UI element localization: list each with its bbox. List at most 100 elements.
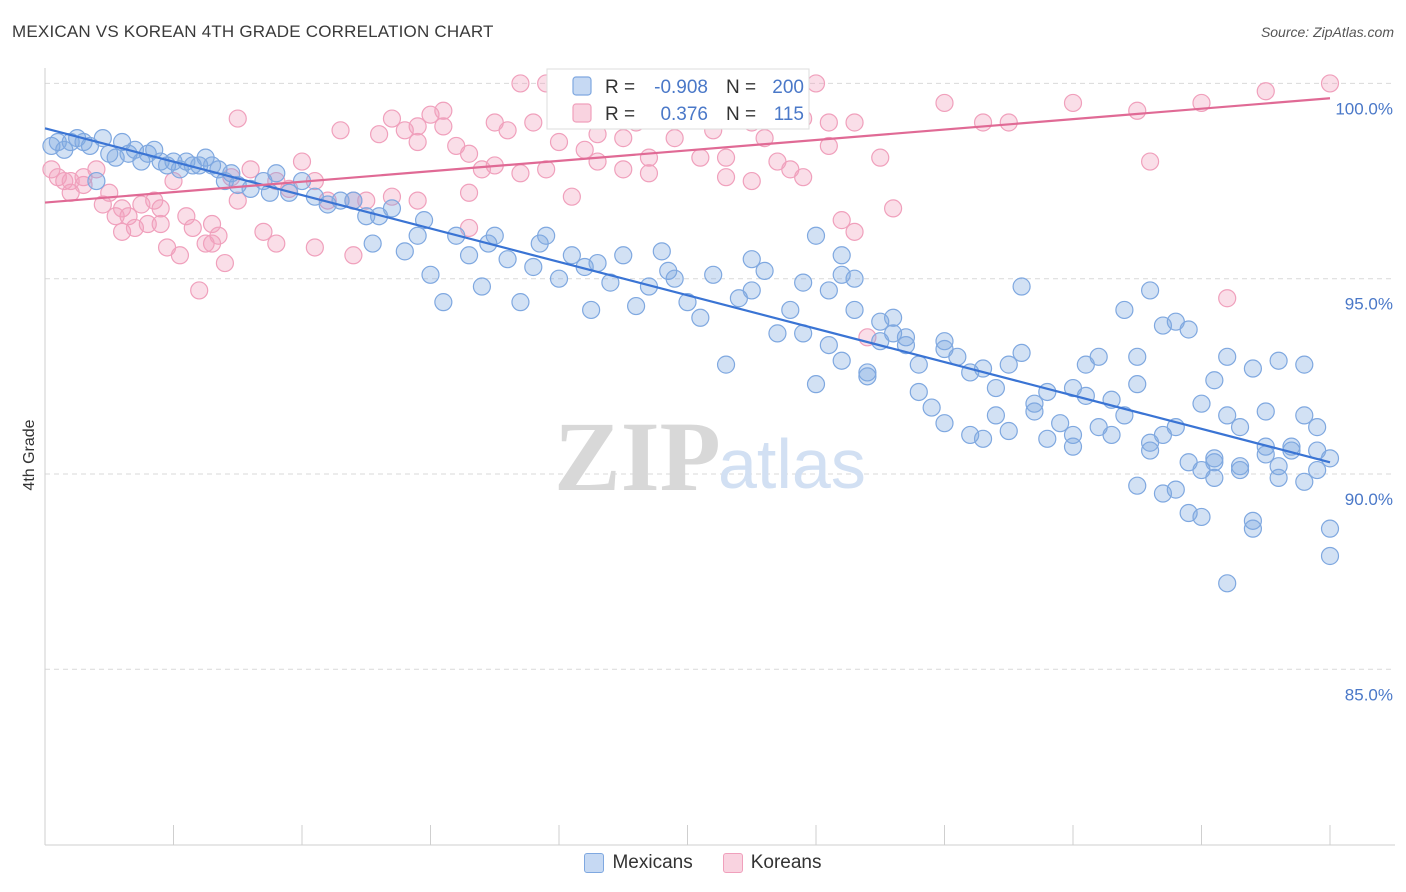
mexican-point xyxy=(909,382,928,402)
mexican-point xyxy=(1025,402,1044,421)
korean-point xyxy=(819,136,838,156)
korean-point xyxy=(202,214,222,234)
mexican-point xyxy=(896,335,916,355)
watermark-atlas: atlas xyxy=(718,425,866,503)
series-koreans xyxy=(42,74,1340,347)
korean-point xyxy=(498,121,517,140)
korean-point xyxy=(1140,152,1160,171)
mexican-point xyxy=(1269,351,1288,370)
korean-point xyxy=(755,129,774,148)
mexican-point xyxy=(1295,406,1314,425)
mexican-point xyxy=(742,250,761,269)
mexican-point xyxy=(1115,300,1134,320)
korean-point xyxy=(691,148,710,167)
mexican-point xyxy=(845,300,864,320)
mexican-point xyxy=(704,265,723,284)
korean-point xyxy=(1192,93,1211,113)
mexican-point xyxy=(678,293,697,312)
korean-point xyxy=(408,117,427,136)
mexican-point xyxy=(1243,519,1263,538)
bottom-legend: Mexicans Koreans xyxy=(0,852,1406,874)
korean-point xyxy=(973,113,993,132)
korean-point xyxy=(999,113,1018,132)
mexican-point xyxy=(1205,468,1224,487)
mexican-point xyxy=(794,273,813,292)
korean-point xyxy=(845,113,864,132)
mexican-point xyxy=(691,308,710,327)
korean-point xyxy=(215,253,234,273)
mexican-point xyxy=(1179,320,1198,339)
korean-point xyxy=(639,164,659,183)
trend-lines xyxy=(44,97,1331,464)
korean-point xyxy=(832,211,851,230)
korean-point xyxy=(93,195,112,214)
korean-point xyxy=(202,234,222,253)
mexican-point xyxy=(588,253,607,273)
mexican-point xyxy=(858,363,877,382)
mexicans-r-label: R = xyxy=(605,77,635,98)
mexican-point xyxy=(806,226,826,245)
mexican-point xyxy=(1192,394,1211,413)
mexican-point xyxy=(742,281,761,300)
mexican-point xyxy=(781,300,800,320)
korean-point xyxy=(794,168,813,187)
legend-item-koreans: Koreans xyxy=(722,852,822,874)
mexican-point xyxy=(999,355,1018,374)
mexican-point xyxy=(935,339,954,359)
mexican-point xyxy=(524,257,543,277)
mexican-point xyxy=(1205,371,1224,390)
mexican-point xyxy=(1102,425,1121,445)
trend-line-mexicans xyxy=(44,127,1331,464)
mexican-point xyxy=(819,335,838,355)
korean-point xyxy=(614,129,633,148)
mexican-point xyxy=(1230,460,1250,480)
mexican-point xyxy=(1012,343,1031,363)
y-axis-title: 4th Grade xyxy=(21,419,38,490)
korean-point xyxy=(344,246,363,265)
korean-point xyxy=(177,207,196,226)
mexicans-n-label: N = xyxy=(726,77,756,98)
mexican-point xyxy=(755,261,774,280)
mexican-point xyxy=(768,324,787,343)
korean-point xyxy=(1218,289,1237,308)
korean-point xyxy=(254,222,273,241)
korean-point xyxy=(164,171,183,191)
mexican-point xyxy=(832,246,851,265)
mexican-point xyxy=(1256,402,1275,421)
mexican-point xyxy=(472,277,491,296)
mexican-point xyxy=(1218,347,1237,366)
mexican-point xyxy=(652,242,671,261)
mexican-point xyxy=(485,226,504,245)
korean-point xyxy=(1256,82,1275,101)
korean-point xyxy=(806,74,826,93)
mexican-point xyxy=(267,164,286,183)
korean-point xyxy=(112,199,132,218)
korean-point xyxy=(459,144,479,163)
mexican-point xyxy=(1230,457,1250,476)
mexican-point xyxy=(408,226,427,245)
y-tick-label-100: 100.0% xyxy=(1335,99,1393,118)
korean-point xyxy=(588,152,607,171)
mexican-point xyxy=(896,328,916,347)
mexicans-n-value: 200 xyxy=(772,77,804,98)
mexican-point xyxy=(1140,441,1160,460)
mexican-point xyxy=(537,226,556,245)
y-tick-label-85: 85.0% xyxy=(1345,685,1393,704)
scatter-chart: ZIP atlas 85.0%90.0%95.0%100.0%0.0%100.0… xyxy=(21,68,1395,846)
legend-swatch-mexicans xyxy=(584,853,605,873)
mexican-point xyxy=(549,269,569,288)
legend-label-mexicans: Mexicans xyxy=(612,852,693,873)
mexican-point xyxy=(1128,347,1147,366)
legend-swatch-koreans xyxy=(722,853,743,873)
y-tick-label-90: 90.0% xyxy=(1345,490,1393,509)
korean-point xyxy=(935,93,954,113)
korean-point xyxy=(138,214,157,234)
korean-point xyxy=(716,168,736,187)
mexican-point xyxy=(1320,546,1340,566)
korean-point xyxy=(1128,101,1147,120)
mexican-point xyxy=(1218,574,1237,593)
koreans-r-label: R = xyxy=(605,104,635,125)
korean-point xyxy=(382,109,402,128)
korean-point xyxy=(883,199,903,218)
korean-point xyxy=(151,214,170,234)
